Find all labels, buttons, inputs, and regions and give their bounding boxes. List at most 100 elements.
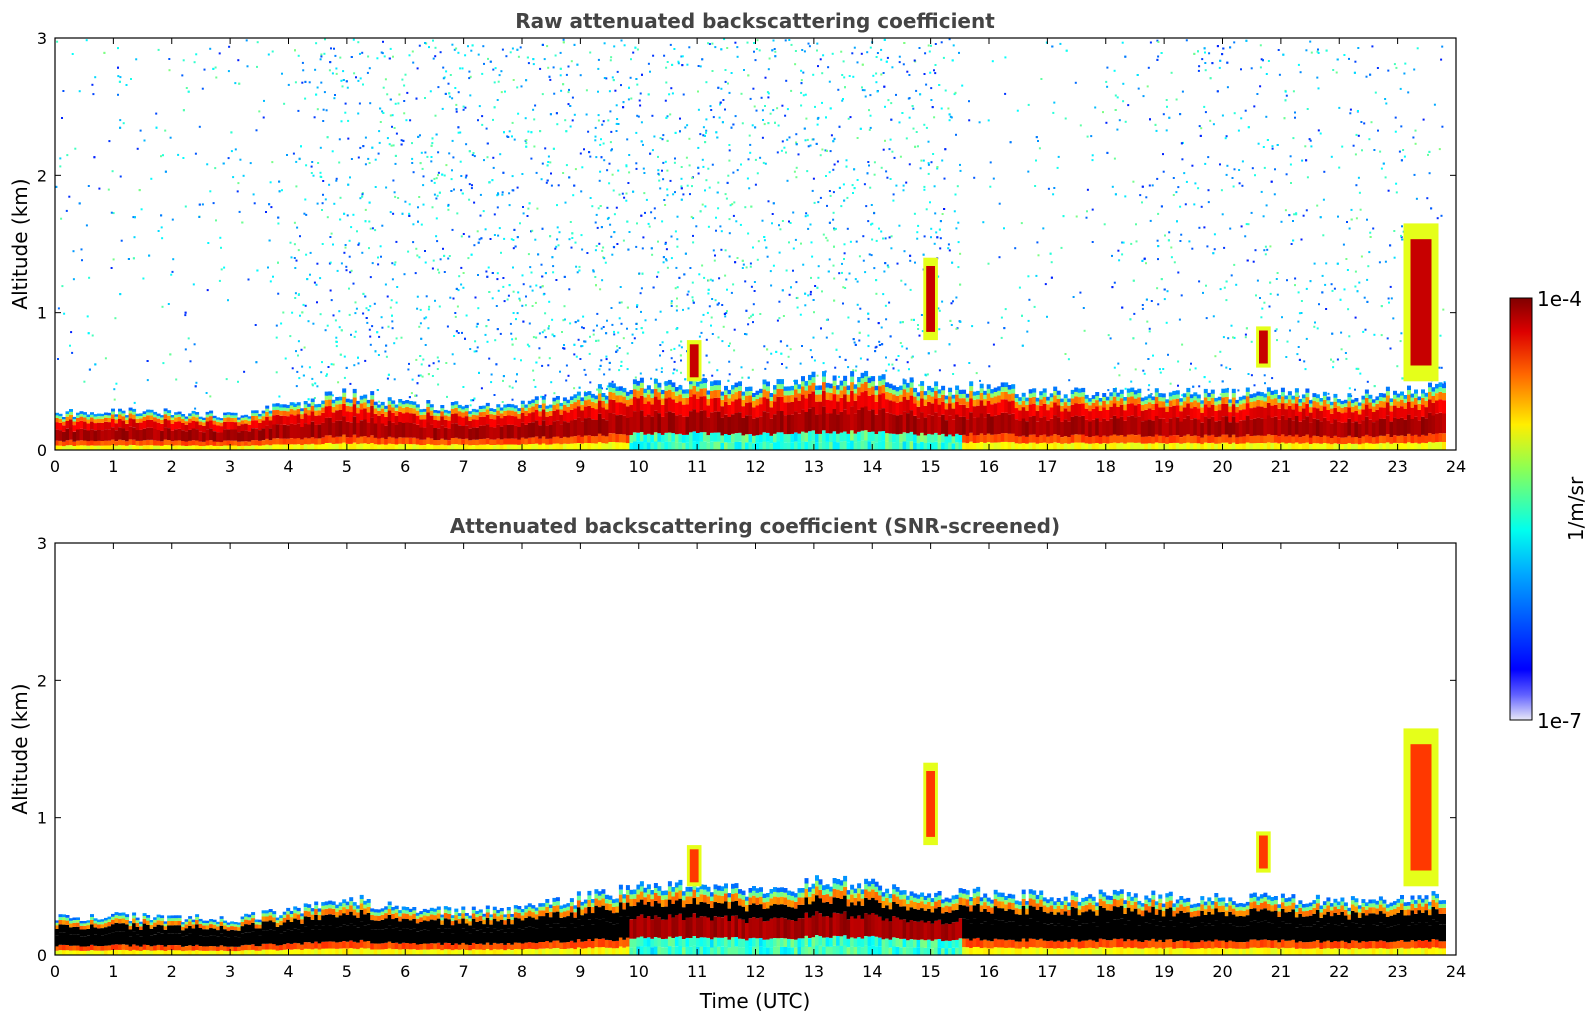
layer-cell [601,418,606,436]
noise-pixel [481,72,484,75]
noise-pixel [348,313,351,316]
noise-pixel [670,235,673,238]
noise-pixel [379,245,382,248]
noise-pixel [198,125,201,128]
noise-pixel [849,240,852,243]
noise-pixel [1259,297,1261,299]
noise-pixel [770,284,773,287]
layer-cell [657,387,662,393]
layer-cell [216,419,221,422]
noise-pixel [726,310,728,313]
noise-pixel [1348,57,1350,60]
layer-cell [454,423,459,438]
layer-cell [524,444,529,450]
noise-pixel [478,238,481,241]
noise-pixel [710,316,713,319]
noise-pixel [845,159,848,162]
noise-pixel [938,328,941,331]
layer-cell [506,424,511,439]
noise-pixel [104,357,107,360]
noise-pixel [1316,76,1319,79]
layer-cell [310,402,315,406]
layer-cell [422,411,427,415]
noise-pixel [606,385,609,388]
noise-pixel [1181,158,1184,161]
noise-pixel [806,138,809,141]
noise-pixel [795,166,798,169]
layer-cell [660,398,665,405]
noise-pixel [337,381,340,384]
noise-pixel [585,113,588,116]
layer-cell [373,408,378,414]
noise-pixel [277,292,280,295]
noise-pixel [659,310,662,313]
noise-pixel [912,127,915,130]
noise-pixel [428,46,430,49]
noise-pixel [432,57,435,60]
layer-cell [79,440,84,446]
layer-cell [331,422,336,438]
noise-pixel [1146,85,1149,88]
layer-cell [692,441,697,450]
layer-cell [223,429,228,441]
layer-cell [443,409,448,413]
noise-pixel [930,87,933,90]
layer-cell [247,421,252,425]
noise-pixel [883,85,886,88]
noise-pixel [841,99,844,102]
noise-pixel [936,166,939,169]
layer-cell [468,411,473,414]
layer-cell [401,407,406,414]
noise-pixel [85,39,88,42]
layer-cell [331,437,336,444]
noise-pixel [726,181,729,184]
noise-pixel [160,155,162,158]
noise-pixel [344,244,347,246]
layer-cell [657,392,662,400]
noise-pixel [805,117,808,120]
noise-pixel [316,202,319,205]
layer-cell [118,427,122,440]
layer-cell [517,439,522,445]
layer-cell [345,437,350,444]
noise-pixel [309,251,312,254]
layer-cell [58,418,63,423]
noise-pixel [488,357,491,360]
noise-pixel [549,235,552,238]
noise-pixel [778,224,780,227]
noise-pixel [380,255,382,258]
noise-pixel [321,202,324,205]
noise-pixel [868,128,871,131]
noise-pixel [574,168,577,171]
noise-pixel [1400,236,1403,239]
noise-pixel [717,181,720,184]
layer-cell [562,404,567,411]
layer-cell [139,416,144,419]
noise-pixel [311,384,314,387]
noise-pixel [1193,52,1196,55]
layer-cell [373,423,378,438]
noise-pixel [813,201,816,204]
noise-pixel [1358,281,1361,284]
layer-cell [468,413,473,417]
noise-pixel [1357,47,1360,49]
noise-pixel [461,331,463,334]
noise-pixel [674,191,676,194]
noise-pixel [376,331,379,334]
layer-cell [436,413,441,417]
noise-pixel [705,81,708,84]
noise-pixel [698,273,701,276]
layer-cell [303,401,308,405]
layer-cell [296,438,301,445]
layer-cell [174,421,179,430]
layer-cell [587,395,592,400]
layer-cell [447,410,452,414]
layer-cell [384,425,389,439]
noise-pixel [582,315,585,318]
layer-cell [745,395,749,403]
noise-pixel [436,240,439,243]
noise-pixel [726,288,728,291]
noise-pixel [417,220,419,223]
noise-pixel [933,185,936,188]
noise-pixel [664,204,667,206]
